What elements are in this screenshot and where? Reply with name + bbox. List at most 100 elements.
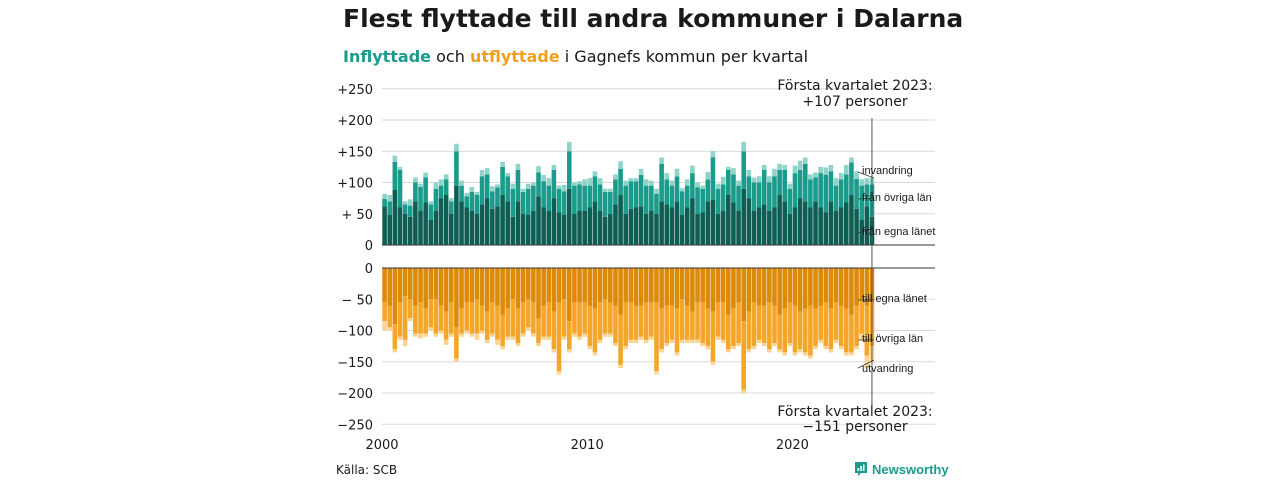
bar-out-till-ovriga-lan [597,302,603,340]
bar-in-fran-egna-lanet [443,195,449,245]
bar-in-fran-ovriga-lan [787,188,793,214]
bar-in-fran-egna-lanet [849,195,854,245]
bar-in-fran-egna-lanet [520,213,526,245]
bar-out-utvandring [525,327,531,331]
bar-in-invandring [392,155,398,162]
bar-in-invandring [746,170,752,177]
y-tick-label-bottom: 0 [365,262,373,277]
bar-out-till-egna-lanet [838,268,844,306]
bar-in-invandring [751,177,757,183]
bar-in-fran-egna-lanet [515,201,521,245]
bar-in-fran-ovriga-lan [669,185,675,208]
bar-in-fran-egna-lanet [387,215,393,245]
annotation-bottom-line2: −151 personer [802,419,908,435]
bar-in-invandring [813,172,818,178]
bar-in-fran-egna-lanet [818,207,823,245]
bar-in-fran-ovriga-lan [418,186,423,211]
bar-in-fran-ovriga-lan [746,176,752,199]
bar-out-utvandring [787,343,793,347]
bar-out-utvandring [572,333,577,337]
bar-out-till-ovriga-lan [649,302,654,337]
bar-out-till-egna-lanet [700,268,705,303]
bar-out-till-ovriga-lan [546,302,552,337]
bar-out-till-ovriga-lan [808,305,813,356]
bar-in-invandring [423,172,428,178]
bar-in-fran-ovriga-lan [587,185,593,208]
bar-in-fran-egna-lanet [582,210,587,245]
bar-out-till-ovriga-lan [490,302,495,334]
bar-in-fran-ovriga-lan [700,188,705,213]
bar-in-fran-ovriga-lan [715,188,721,214]
bar-out-till-egna-lanet [433,268,439,300]
bar-in-invandring [664,173,670,180]
bar-out-utvandring [736,343,741,347]
bar-in-fran-egna-lanet [382,206,387,245]
bar-out-utvandring [690,339,695,343]
bar-in-fran-egna-lanet [772,207,777,245]
bar-in-fran-ovriga-lan [387,201,393,215]
bar-out-till-egna-lanet [654,268,659,303]
bar-in-fran-egna-lanet [690,198,695,245]
bar-in-fran-ovriga-lan [428,204,434,220]
bar-out-till-ovriga-lan [813,308,818,347]
bar-in-fran-egna-lanet [536,196,541,245]
bar-out-utvandring [387,327,393,331]
bar-out-utvandring [664,343,670,347]
bar-out-till-ovriga-lan [402,296,408,340]
bar-out-till-egna-lanet [844,268,849,309]
bar-out-till-ovriga-lan [628,302,634,340]
bar-in-invandring [767,176,772,183]
bar-out-till-ovriga-lan [443,311,449,340]
bar-in-invandring [797,160,803,170]
bar-in-fran-egna-lanet [659,201,664,245]
label-fran-ovriga-lan: från övriga län [862,192,932,204]
bar-out-till-egna-lanet [715,268,721,303]
bar-out-utvandring [495,339,500,345]
bar-out-till-egna-lanet [761,268,767,306]
bar-in-fran-ovriga-lan [556,188,562,213]
bar-in-fran-ovriga-lan [628,181,634,209]
newsworthy-logo-icon [855,462,867,476]
bar-in-fran-ovriga-lan [577,184,582,211]
bar-out-till-egna-lanet [767,268,772,303]
bar-in-fran-ovriga-lan [756,182,762,208]
bar-in-fran-ovriga-lan [500,166,505,195]
bar-in-fran-egna-lanet [797,198,803,245]
bar-in-fran-ovriga-lan [659,163,664,202]
bar-out-utvandring [746,349,752,353]
bar-in-fran-egna-lanet [561,215,567,245]
bar-in-fran-egna-lanet [854,208,859,245]
bar-out-till-ovriga-lan [690,311,695,340]
bar-out-till-egna-lanet [808,268,813,306]
bar-out-utvandring [515,343,521,347]
bar-in-invandring [787,183,793,189]
bar-in-fran-egna-lanet [823,212,829,245]
bar-out-till-ovriga-lan [520,302,526,334]
x-tick-label: 2020 [776,438,809,453]
bar-in-invandring [597,178,603,185]
bar-out-till-ovriga-lan [828,308,834,350]
bar-in-fran-ovriga-lan [520,191,526,214]
bar-in-invandring [561,185,567,192]
bar-in-fran-ovriga-lan [474,195,480,214]
bar-out-till-egna-lanet [500,268,505,315]
bar-in-fran-egna-lanet [623,213,629,245]
bar-in-invandring [602,188,608,192]
bar-out-till-egna-lanet [510,268,516,300]
y-tick-label-bottom: −250 [337,418,373,433]
bar-in-invandring [454,143,459,152]
bar-out-utvandring [695,339,700,343]
y-tick-label-bottom: −200 [337,387,373,402]
bar-in-fran-egna-lanet [572,213,577,245]
bar-out-till-ovriga-lan [500,314,505,347]
bar-out-utvandring [587,346,593,350]
bar-out-utvandring [556,371,562,375]
bar-out-till-ovriga-lan [582,302,587,334]
bar-in-invandring [618,161,623,169]
chart-subtitle: Inflyttade och utflyttade i Gagnefs komm… [343,47,808,66]
bar-out-till-egna-lanet [746,268,752,312]
bar-out-till-ovriga-lan [572,302,577,334]
bar-out-till-ovriga-lan [859,299,864,334]
label-leader-line [857,359,875,369]
bar-in-fran-egna-lanet [577,210,582,245]
